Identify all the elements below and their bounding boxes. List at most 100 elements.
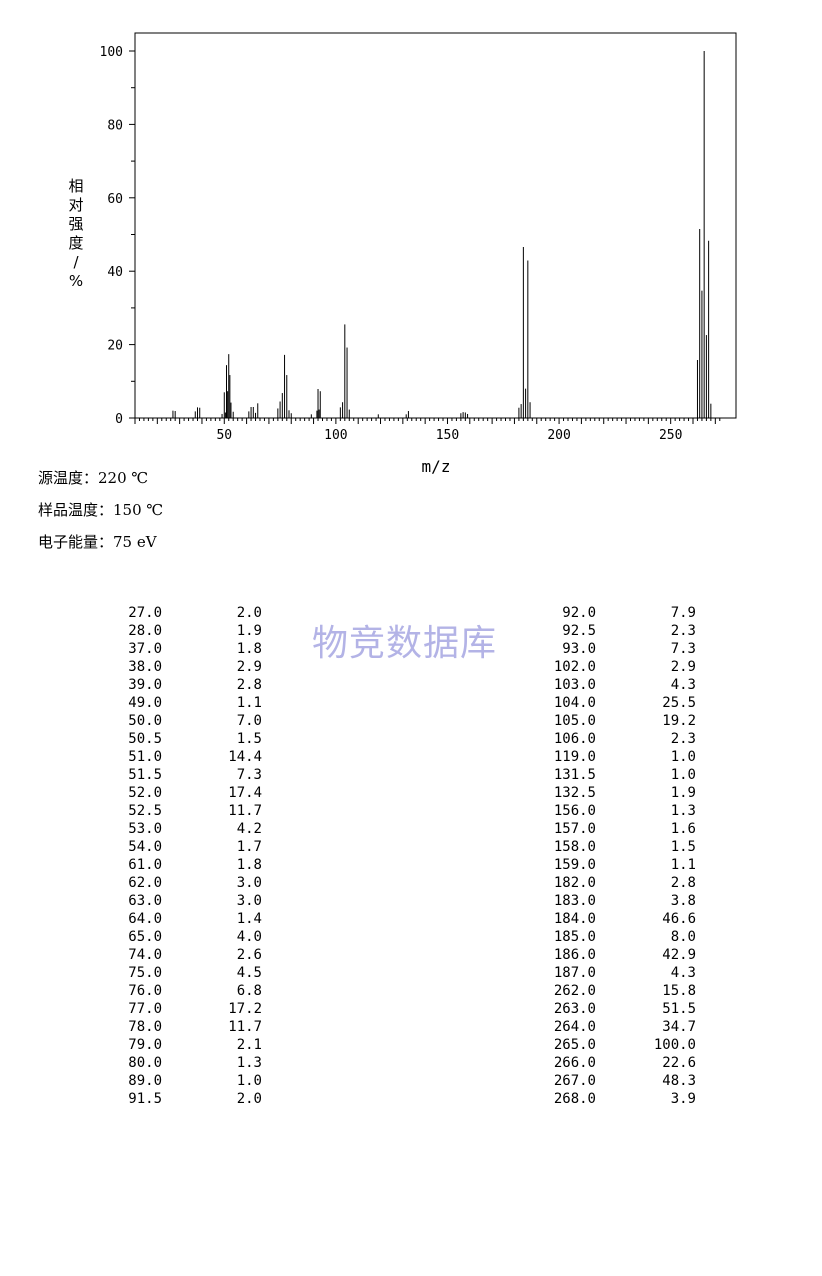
peak-row: 185.0 8.0 <box>514 928 696 946</box>
peak-intensity: 11.7 <box>228 803 262 819</box>
peak-mz: 49.0 <box>128 695 162 711</box>
peak-mz: 37.0 <box>128 641 162 657</box>
peak-intensity: 51.5 <box>662 1001 696 1017</box>
peak-mz: 74.0 <box>128 947 162 963</box>
peak-row: 263.0 51.5 <box>514 1000 696 1018</box>
peak-intensity: 100.0 <box>653 1037 696 1053</box>
peak-mz: 182.0 <box>553 875 596 891</box>
peak-table-left: 27.0 2.0 28.0 1.9 37.0 1.8 38.0 2.9 39.0 2.8 49.0 1… <box>80 604 262 1108</box>
peak-mz: 265.0 <box>553 1037 596 1053</box>
peak-intensity: 1.1 <box>670 857 696 873</box>
peak-intensity: 1.8 <box>236 641 262 657</box>
peak-row: 159.0 1.1 <box>514 856 696 874</box>
source-temperature: 源温度：220 ℃ <box>38 469 149 487</box>
peak-mz: 187.0 <box>553 965 596 981</box>
peak-mz: 50.5 <box>128 731 162 747</box>
x-axis-label: m/z <box>422 457 451 476</box>
peak-mz: 92.5 <box>562 623 596 639</box>
peak-mz: 186.0 <box>553 947 596 963</box>
peak-intensity: 22.6 <box>662 1055 696 1071</box>
peak-row: 265.0 100.0 <box>514 1036 696 1054</box>
peak-intensity: 1.3 <box>236 1055 262 1071</box>
y-axis-label-char: % <box>69 272 83 290</box>
peak-intensity: 2.0 <box>236 1091 262 1107</box>
peak-row: 53.0 4.2 <box>80 820 262 838</box>
peak-intensity: 4.5 <box>236 965 262 981</box>
peak-row: 102.0 2.9 <box>514 658 696 676</box>
peak-intensity: 1.9 <box>236 623 262 639</box>
peak-mz: 79.0 <box>128 1037 162 1053</box>
peak-mz: 28.0 <box>128 623 162 639</box>
peak-row: 51.5 7.3 <box>80 766 262 784</box>
peak-row: 262.0 15.8 <box>514 982 696 1000</box>
peak-row: 28.0 1.9 <box>80 622 262 640</box>
peak-intensity: 3.9 <box>670 1091 696 1107</box>
peak-mz: 158.0 <box>553 839 596 855</box>
peak-intensity: 2.9 <box>670 659 696 675</box>
peak-intensity: 2.9 <box>236 659 262 675</box>
peak-row: 50.0 7.0 <box>80 712 262 730</box>
peak-row: 39.0 2.8 <box>80 676 262 694</box>
peak-intensity: 11.7 <box>228 1019 262 1035</box>
peak-mz: 61.0 <box>128 857 162 873</box>
peak-intensity: 3.0 <box>236 893 262 909</box>
peak-intensity: 1.6 <box>670 821 696 837</box>
peak-intensity: 7.9 <box>670 605 696 621</box>
peak-mz: 76.0 <box>128 983 162 999</box>
electron-energy: 电子能量：75 eV <box>38 533 157 551</box>
peak-row: 105.0 19.2 <box>514 712 696 730</box>
peak-row: 268.0 3.9 <box>514 1090 696 1108</box>
peak-mz: 53.0 <box>128 821 162 837</box>
x-axis: 50 100 150 200 250 <box>134 418 721 443</box>
peak-row: 182.0 2.8 <box>514 874 696 892</box>
x-tick-label: 100 <box>324 428 347 443</box>
peak-mz: 63.0 <box>128 893 162 909</box>
peak-row: 37.0 1.8 <box>80 640 262 658</box>
peak-mz: 106.0 <box>553 731 596 747</box>
peak-intensity: 8.0 <box>670 929 696 945</box>
peak-mz: 157.0 <box>553 821 596 837</box>
peak-row: 76.0 6.8 <box>80 982 262 1000</box>
sample-temperature: 样品温度：150 ℃ <box>38 501 164 519</box>
peak-row: 91.5 2.0 <box>80 1090 262 1108</box>
peak-mz: 52.5 <box>128 803 162 819</box>
peak-mz: 102.0 <box>553 659 596 675</box>
peak-intensity: 2.8 <box>236 677 262 693</box>
y-tick-label: 60 <box>107 192 123 207</box>
peak-mz: 50.0 <box>128 713 162 729</box>
peak-mz: 64.0 <box>128 911 162 927</box>
peak-intensity: 19.2 <box>662 713 696 729</box>
peak-mz: 156.0 <box>553 803 596 819</box>
peak-mz: 159.0 <box>553 857 596 873</box>
peak-row: 267.0 48.3 <box>514 1072 696 1090</box>
plot-frame <box>134 32 737 419</box>
peak-mz: 91.5 <box>128 1091 162 1107</box>
peak-row: 92.0 7.9 <box>514 604 696 622</box>
peak-row: 77.0 17.2 <box>80 1000 262 1018</box>
peak-intensity: 3.0 <box>236 875 262 891</box>
peak-row: 52.5 11.7 <box>80 802 262 820</box>
peak-intensity: 1.4 <box>236 911 262 927</box>
y-axis-label-char: 相 <box>68 177 83 195</box>
peak-row: 74.0 2.6 <box>80 946 262 964</box>
peak-row: 119.0 1.0 <box>514 748 696 766</box>
y-tick-label: 20 <box>107 339 123 354</box>
peak-row: 27.0 2.0 <box>80 604 262 622</box>
peak-intensity: 1.1 <box>236 695 262 711</box>
peak-row: 38.0 2.9 <box>80 658 262 676</box>
peak-mz: 267.0 <box>553 1073 596 1089</box>
x-tick-label: 250 <box>659 428 682 443</box>
peak-row: 50.5 1.5 <box>80 730 262 748</box>
peak-intensity: 2.8 <box>670 875 696 891</box>
peak-row: 79.0 2.1 <box>80 1036 262 1054</box>
peak-row: 158.0 1.5 <box>514 838 696 856</box>
peak-intensity: 1.5 <box>670 839 696 855</box>
peak-intensity: 3.8 <box>670 893 696 909</box>
peak-intensity: 1.5 <box>236 731 262 747</box>
peak-intensity: 25.5 <box>662 695 696 711</box>
y-tick-label: 80 <box>107 118 123 133</box>
peak-intensity: 4.0 <box>236 929 262 945</box>
peak-intensity: 1.3 <box>670 803 696 819</box>
peak-mz: 263.0 <box>553 1001 596 1017</box>
